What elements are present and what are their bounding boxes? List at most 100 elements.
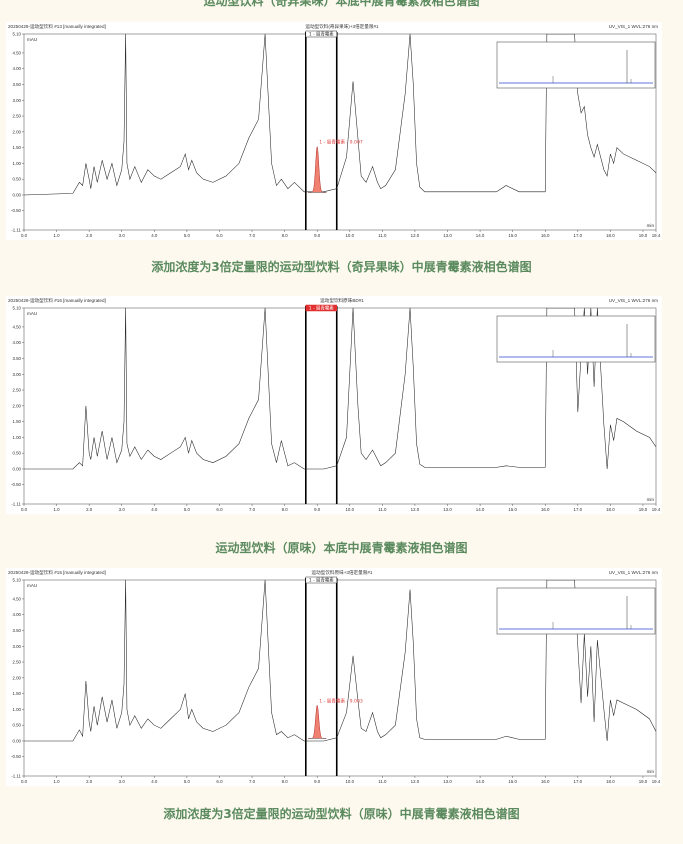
y-tick-label: 2.00 <box>12 129 21 134</box>
y-tick-label: 1.50 <box>12 691 21 696</box>
y-tick-label: 2.50 <box>12 660 21 665</box>
x-tick-label: 8.0 <box>282 507 289 512</box>
x-tick-label: 6.0 <box>216 779 223 784</box>
x-tick-label: 5.0 <box>184 233 191 238</box>
y-tick-label: 1.00 <box>12 435 21 440</box>
x-tick-label: 12.0 <box>411 507 420 512</box>
y-tick-label: 1.00 <box>12 707 21 712</box>
x-tick-label: 13.0 <box>443 779 452 784</box>
x-tick-label: 6.0 <box>216 233 223 238</box>
y-tick-label: 4.50 <box>12 50 21 55</box>
overview-inset <box>496 41 656 89</box>
chromatogram-trace <box>24 308 656 470</box>
y-tick-label: 3.00 <box>12 644 21 649</box>
marker-label-box <box>305 576 337 584</box>
y-tick-label: 4.00 <box>12 340 21 345</box>
y-tick-label: 5.10 <box>12 306 21 311</box>
header-center: 运动型饮料原味BD#1 <box>320 297 364 304</box>
x-tick-label: 1.0 <box>54 779 61 784</box>
overview-inset <box>496 587 656 635</box>
header-right: UV_VIS_1 WVL:276 nm <box>609 24 658 29</box>
x-tick-label: 17.0 <box>574 233 583 238</box>
x-unit-label: min <box>647 223 655 228</box>
x-tick-label: 1.0 <box>54 507 61 512</box>
y-unit-label: mAU <box>27 311 37 316</box>
y-tick-label: 3.50 <box>12 82 21 87</box>
x-tick-label: 16.0 <box>541 779 550 784</box>
x-tick-label: 1.0 <box>54 233 61 238</box>
x-tick-label: 14.0 <box>476 233 485 238</box>
x-tick-label: 4.0 <box>151 233 158 238</box>
x-tick-label: 19.0 <box>639 779 648 784</box>
y-tick-label: 0.00 <box>12 466 21 471</box>
peak-label: 1 - 展青霉素 - 9.007 <box>319 139 363 146</box>
x-tick-label: 17.0 <box>574 507 583 512</box>
y-tick-label: 0.00 <box>12 738 21 743</box>
x-tick-label: 0.0 <box>21 233 28 238</box>
chromatogram-trace <box>24 580 656 742</box>
overview-inset <box>496 315 656 363</box>
y-tick-label: -0.50 <box>11 754 22 759</box>
y-unit-label: mAU <box>27 37 37 42</box>
x-tick-label: 12.0 <box>411 779 420 784</box>
y-tick-label: 0.00 <box>12 192 21 197</box>
x-tick-label: 10.0 <box>345 779 354 784</box>
x-tick-label: 8.0 <box>282 779 289 784</box>
header-center: 运动型饮料原味+3倍定量限#1 <box>312 569 373 576</box>
caption-3: 添加浓度为3倍定量限的运动型饮料（原味）中展青霉素液相色谱图 <box>163 807 520 821</box>
x-tick-label: 19.0 <box>639 507 648 512</box>
y-tick-label: 4.50 <box>12 324 21 329</box>
chromatogram-1: 20250429-运动型饮料 #13 [manually integrated]… <box>8 23 661 238</box>
x-tick-label: 17.0 <box>574 779 583 784</box>
x-tick-label: 2.0 <box>86 779 93 784</box>
y-tick-label: 0.50 <box>12 723 21 728</box>
y-tick-label: 1.00 <box>12 161 21 166</box>
x-tick-label: 19.4 <box>652 779 661 784</box>
x-tick-label: 14.0 <box>476 779 485 784</box>
y-tick-label: 3.00 <box>12 372 21 377</box>
y-tick-label: 2.00 <box>12 403 21 408</box>
chromatogram-panel-2: 20250429-运动型饮料 #16 [manually integrated]… <box>6 296 662 514</box>
y-tick-label: -1.11 <box>11 502 21 507</box>
x-tick-label: 15.0 <box>508 779 517 784</box>
x-tick-label: 14.0 <box>476 507 485 512</box>
y-tick-label: 3.00 <box>12 98 21 103</box>
header-left: 20250429-运动型饮料 #13 [manually integrated] <box>8 23 106 30</box>
x-tick-label: 7.0 <box>249 779 256 784</box>
header-left: 20250429-运动型饮料 #16 [manually integrated] <box>8 297 106 304</box>
caption-1: 添加浓度为3倍定量限的运动型饮料（奇异果味）中展青霉素液相色谱图 <box>151 260 532 274</box>
chromatogram-panel-1: 20250429-运动型饮料 #13 [manually integrated]… <box>6 22 662 240</box>
patulin-peak-area <box>308 146 327 193</box>
chromatogram-3: 20250429-运动型饮料 #15 [manually integrated]… <box>8 569 661 784</box>
x-tick-label: 5.0 <box>184 779 191 784</box>
y-tick-label: 2.50 <box>12 388 21 393</box>
header-right: UV_VIS_1 WVL:276 nm <box>609 298 658 303</box>
marker-label: 1 - 展青霉素 <box>309 305 334 312</box>
y-tick-label: 4.00 <box>12 66 21 71</box>
patulin-peak-area <box>308 705 327 739</box>
x-tick-label: 10.0 <box>345 507 354 512</box>
x-tick-label: 9.0 <box>314 779 321 784</box>
y-tick-label: 0.50 <box>12 177 21 182</box>
x-tick-label: 15.0 <box>508 233 517 238</box>
x-tick-label: 2.0 <box>86 233 93 238</box>
x-tick-label: 16.0 <box>541 233 550 238</box>
y-tick-label: 0.50 <box>12 451 21 456</box>
caption-2: 运动型饮料（原味）本底中展青霉素液相色谱图 <box>215 541 468 555</box>
x-tick-label: 13.0 <box>443 507 452 512</box>
x-tick-label: 4.0 <box>151 507 158 512</box>
x-tick-label: 11.0 <box>378 233 387 238</box>
x-tick-label: 9.0 <box>314 233 321 238</box>
y-tick-label: 1.50 <box>12 145 21 150</box>
x-tick-label: 4.0 <box>151 779 158 784</box>
x-tick-label: 15.0 <box>508 507 517 512</box>
x-tick-label: 0.0 <box>21 779 28 784</box>
chromatogram-2: 20250429-运动型饮料 #16 [manually integrated]… <box>8 297 661 512</box>
y-tick-label: 4.00 <box>12 612 21 617</box>
y-tick-label: 5.10 <box>12 32 21 37</box>
y-tick-label: -0.50 <box>11 482 22 487</box>
x-tick-label: 10.0 <box>345 233 354 238</box>
x-tick-label: 16.0 <box>541 507 550 512</box>
x-tick-label: 5.0 <box>184 507 191 512</box>
y-tick-label: 4.50 <box>12 596 21 601</box>
